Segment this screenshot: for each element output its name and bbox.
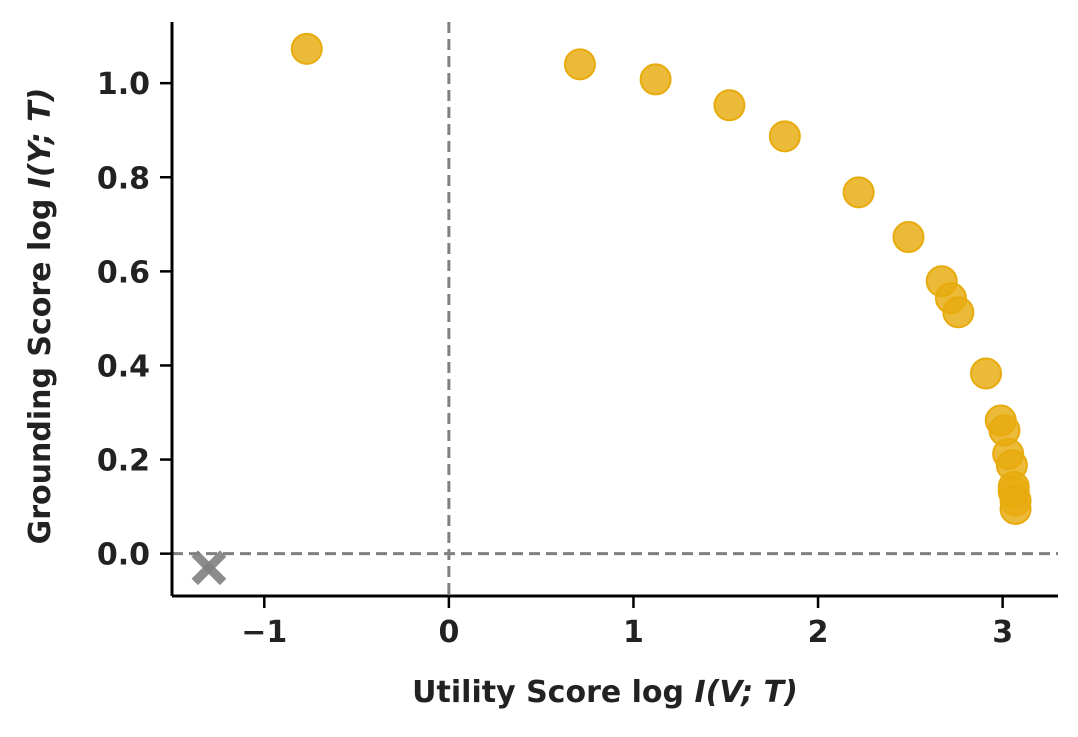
axes — [170, 22, 1058, 598]
data-point — [290, 32, 323, 65]
ticks: −1 0 1 2 3 0.0 0.2 0.4 0.6 0.8 1.0 — [97, 67, 1013, 650]
data-point — [563, 48, 596, 81]
data-point — [639, 63, 672, 96]
data-point — [768, 120, 801, 153]
x-tick-label: −1 — [241, 615, 287, 650]
y-tick-label: 0.6 — [97, 255, 150, 290]
y-tick-label: 0.0 — [97, 538, 150, 573]
y-tick-label: 1.0 — [97, 67, 150, 102]
data-point — [713, 89, 746, 122]
x-marker-point — [191, 550, 227, 586]
data-point — [999, 492, 1032, 525]
data-point — [970, 357, 1003, 390]
plot-area — [172, 22, 1058, 596]
x-tick-label: 1 — [623, 615, 644, 650]
y-tick-label: 0.8 — [97, 161, 150, 196]
x-tick-label: 3 — [992, 615, 1013, 650]
x-axis-label: Utility Score log I(V; T) — [412, 675, 798, 710]
x-tick-label: 2 — [808, 615, 829, 650]
y-tick-label: 0.2 — [97, 444, 150, 479]
y-tick-label: 0.4 — [97, 349, 150, 384]
data-point — [842, 176, 875, 209]
y-axis-label: Grounding Score log I(Y; T) — [23, 88, 58, 545]
data-point — [892, 221, 925, 254]
data-point — [942, 296, 975, 329]
x-tick-label: 0 — [438, 615, 459, 650]
